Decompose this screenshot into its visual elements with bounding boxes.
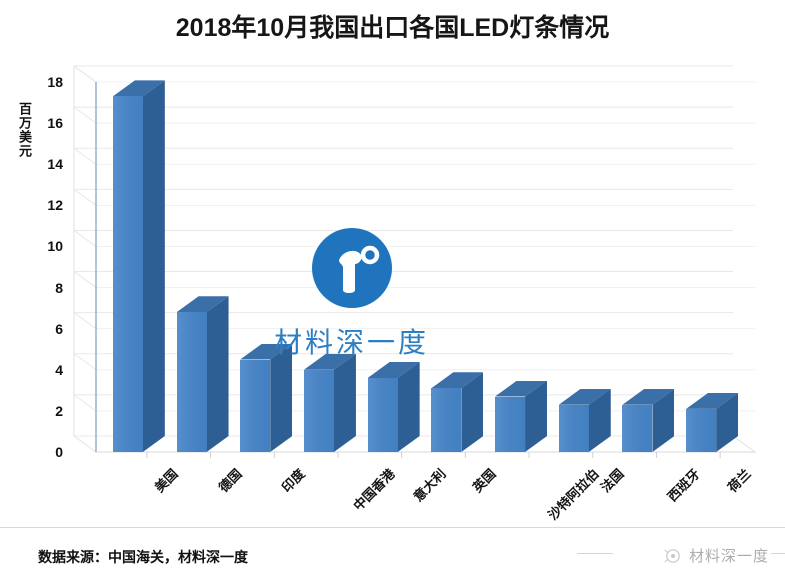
bar-side-face	[525, 380, 548, 452]
y-axis-title: 百万美元	[17, 102, 32, 158]
bar[interactable]	[303, 353, 356, 452]
footer-brand-text: 材料深一度	[688, 548, 769, 565]
y-axis-tick-label: 8	[55, 279, 63, 296]
bar-front-face	[112, 96, 143, 452]
bar[interactable]	[686, 392, 739, 452]
y-axis-tick-label: 6	[55, 320, 63, 337]
y-axis-tick-label: 12	[47, 197, 63, 214]
bar[interactable]	[622, 388, 675, 452]
y-axis-tick-label: 18	[47, 74, 63, 90]
y-axis-tick-label: 14	[47, 156, 63, 173]
y-axis-tick-label: 0	[55, 444, 63, 460]
bar-front-face	[367, 378, 398, 452]
y-axis-tick-label: 16	[47, 115, 63, 132]
brand-circle-icon	[664, 548, 680, 563]
footer-rule-right	[771, 553, 785, 554]
bar-front-face	[558, 404, 589, 452]
bar-front-face	[431, 388, 462, 452]
bar-side-face	[142, 80, 165, 452]
bar-front-face	[495, 396, 526, 452]
bar[interactable]	[367, 362, 420, 452]
bar-side-face	[333, 353, 356, 452]
page-title: 2018年10月我国出口各国LED灯条情况	[175, 14, 610, 42]
y-axis-tick-labels: 0 2 4 6 8 10 12 14 16 18	[33, 0, 63, 530]
y-axis-tick-label: 10	[47, 238, 63, 255]
footer-brand: 材料深一度	[663, 545, 769, 566]
bar[interactable]	[112, 80, 165, 452]
bar-front-face	[240, 359, 271, 452]
y-axis-tick-label: 2	[55, 402, 63, 419]
bar-side-face	[206, 296, 229, 452]
bar[interactable]	[431, 372, 484, 452]
bar-front-face	[303, 369, 334, 452]
bar-series	[112, 80, 739, 452]
bar-side-face	[397, 362, 420, 452]
bar-front-face	[176, 312, 207, 452]
bar-side-face	[588, 388, 611, 452]
y-axis-tick-label: 4	[55, 361, 63, 378]
footer-divider	[0, 527, 785, 528]
chart-plot-area: 百万美元 0 2 4 6 8 10 12 14 16 18 美国 德国 印度 中国香港 意大利 英国 沙特阿拉…	[17, 0, 757, 530]
footer-rule-left	[577, 553, 613, 554]
bar[interactable]	[495, 380, 548, 452]
bar[interactable]	[558, 388, 611, 452]
bar-side-face	[270, 343, 293, 452]
bar-side-face	[461, 372, 484, 452]
bar-side-face	[716, 392, 739, 452]
bar-front-face	[622, 404, 653, 452]
bar[interactable]	[240, 343, 293, 452]
bar[interactable]	[176, 296, 229, 452]
source-note: 数据来源：中国海关，材料深一度	[38, 549, 248, 565]
bar-front-face	[686, 408, 717, 452]
bar-side-face	[652, 388, 675, 452]
